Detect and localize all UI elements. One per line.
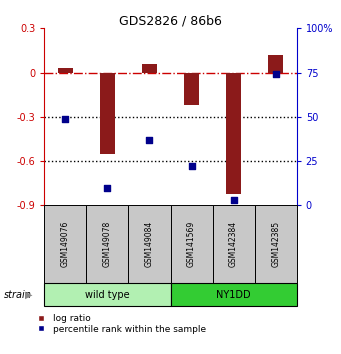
- Bar: [142, 64, 157, 73]
- Text: ▶: ▶: [25, 290, 33, 300]
- Legend: log ratio, percentile rank within the sample: log ratio, percentile rank within the sa…: [32, 314, 206, 333]
- Text: NY1DD: NY1DD: [216, 290, 251, 300]
- Bar: [226, 73, 241, 194]
- Text: GSM149084: GSM149084: [145, 221, 154, 267]
- Text: GSM142384: GSM142384: [229, 221, 238, 267]
- Text: GSM141569: GSM141569: [187, 221, 196, 267]
- Text: GSM142385: GSM142385: [271, 221, 280, 267]
- Title: GDS2826 / 86b6: GDS2826 / 86b6: [119, 14, 222, 27]
- Bar: [268, 55, 283, 73]
- Point: [105, 185, 110, 190]
- Bar: [184, 73, 199, 105]
- Text: strain: strain: [3, 290, 31, 300]
- Bar: [58, 68, 73, 73]
- Text: wild type: wild type: [85, 290, 130, 300]
- Text: GSM149076: GSM149076: [61, 221, 70, 268]
- Point: [231, 197, 236, 203]
- Point: [273, 72, 278, 77]
- Text: GSM149078: GSM149078: [103, 221, 112, 267]
- Point: [189, 164, 194, 169]
- Bar: [100, 73, 115, 154]
- Point: [63, 116, 68, 121]
- Point: [147, 137, 152, 143]
